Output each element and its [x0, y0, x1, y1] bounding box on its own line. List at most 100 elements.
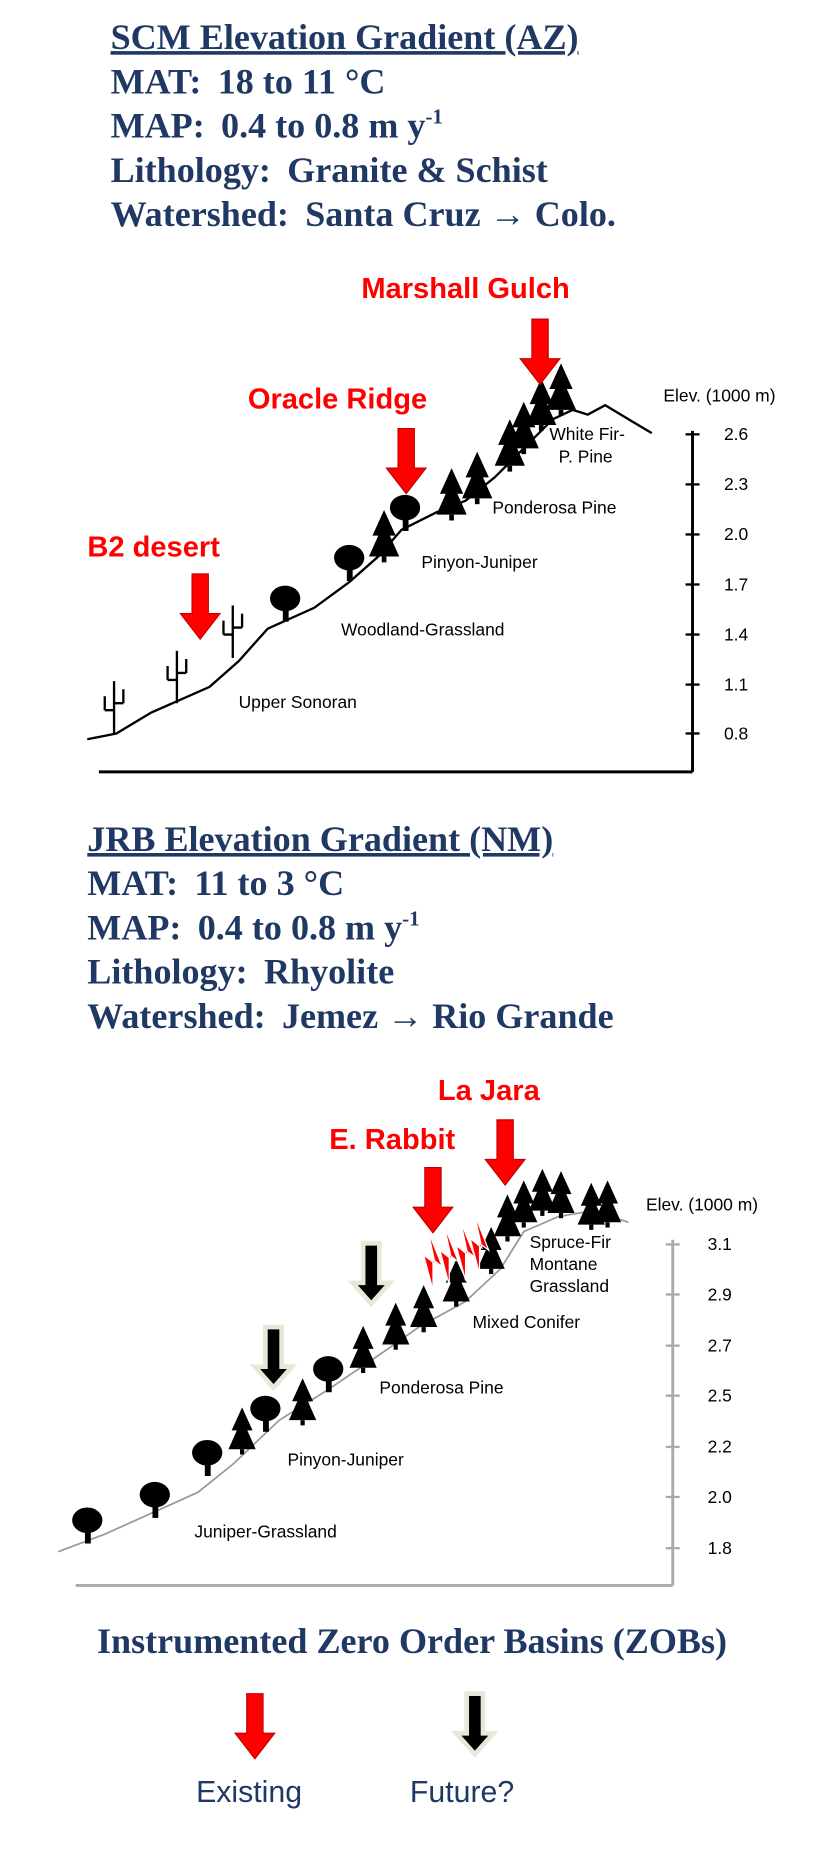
- section-title: SCM Elevation Gradient (AZ): [111, 17, 579, 57]
- disturbance: [469, 1215, 491, 1274]
- zone-label: Grassland: [530, 1276, 609, 1296]
- info-line: Watershed: Santa Cruz → Colo.: [111, 194, 616, 234]
- site-label: B2 desert: [87, 532, 220, 564]
- info-value: Santa Cruz → Colo.: [305, 194, 616, 234]
- juniper: [313, 1356, 344, 1393]
- terrain: [87, 403, 653, 741]
- elev-label: 3.1: [708, 1234, 732, 1254]
- info-value: 18 to 11 °C: [218, 61, 386, 101]
- site-label: Marshall Gulch: [361, 273, 569, 305]
- cactus: [222, 604, 244, 659]
- info-label: Watershed:: [87, 996, 265, 1036]
- info-line: MAP: 0.4 to 0.8 m y-1: [87, 907, 419, 948]
- info-value: Rhyolite: [264, 952, 394, 992]
- zone-label: White Fir-: [549, 424, 625, 444]
- info-value: 0.4 to 0.8 m y: [198, 907, 402, 947]
- zone-label: Juniper-Grassland: [194, 1522, 336, 1542]
- elev-label: 2.7: [708, 1335, 732, 1355]
- elev-label: 2.0: [708, 1487, 733, 1507]
- superscript: -1: [402, 907, 419, 931]
- info-label: MAP:: [111, 106, 205, 146]
- zone-label: Ponderosa Pine: [492, 497, 616, 517]
- info-value: Granite & Schist: [287, 150, 548, 190]
- site-label: E. Rabbit: [329, 1124, 455, 1156]
- juniper: [139, 1481, 170, 1518]
- juniper: [334, 544, 365, 581]
- axis-label: Elev. (1000 m): [663, 386, 775, 406]
- zone-label: Spruce-Fir: [530, 1232, 612, 1252]
- conifer: [349, 1325, 377, 1374]
- disturbance: [455, 1222, 477, 1281]
- conifer: [382, 1302, 410, 1350]
- elev-label: 2.6: [724, 424, 748, 444]
- elev-label: 2.5: [708, 1386, 732, 1406]
- elev-label: 2.0: [724, 524, 749, 544]
- existing-arrow: [385, 427, 427, 495]
- info-value: 0.4 to 0.8 m y: [221, 106, 425, 146]
- cactus: [166, 649, 188, 705]
- existing-arrow: [234, 1693, 276, 1760]
- juniper: [72, 1507, 103, 1544]
- info-value: Jemez → Rio Grande: [282, 996, 614, 1036]
- zone-label: Ponderosa Pine: [379, 1377, 503, 1397]
- info-value: 11 to 3 °C: [194, 863, 344, 903]
- legend-item: Existing: [196, 1776, 302, 1809]
- info-label: Watershed:: [111, 194, 289, 234]
- zone-label: Pinyon-Juniper: [421, 552, 538, 572]
- info-line: MAT: 11 to 3 °C: [87, 863, 344, 903]
- conifer: [436, 468, 467, 521]
- juniper: [250, 1395, 281, 1432]
- info-label: MAT:: [111, 61, 202, 101]
- conifer: [288, 1378, 317, 1426]
- info-line: MAP: 0.4 to 0.8 m y-1: [111, 105, 443, 146]
- zone-label: Woodland-Grassland: [341, 620, 505, 640]
- legend-title: Instrumented Zero Order Basins (ZOBs): [97, 1621, 727, 1661]
- zone-label: Montane: [530, 1254, 598, 1274]
- info-line: Lithology: Rhyolite: [87, 952, 394, 992]
- elev-label: 2.9: [708, 1284, 732, 1304]
- conifer: [547, 1171, 575, 1219]
- info-label: MAP:: [87, 907, 181, 947]
- elev-label: 1.1: [724, 674, 748, 694]
- info-line: MAT: 18 to 11 °C: [111, 61, 386, 101]
- axis-label: Elev. (1000 m): [646, 1195, 758, 1215]
- elev-label: 1.4: [724, 624, 749, 644]
- elev-label: 1.8: [708, 1538, 732, 1558]
- future-arrow: [255, 1327, 292, 1388]
- conifer: [577, 1182, 605, 1230]
- info-label: MAT:: [87, 863, 178, 903]
- conifer: [462, 451, 493, 505]
- legend-item: Future?: [410, 1776, 514, 1809]
- info-label: Lithology:: [111, 150, 271, 190]
- cactus: [103, 679, 125, 735]
- site-label: La Jara: [438, 1075, 541, 1107]
- existing-arrow: [412, 1167, 454, 1234]
- conifer: [228, 1407, 256, 1455]
- section-title: JRB Elevation Gradient (NM): [87, 819, 553, 859]
- conifer: [410, 1285, 438, 1333]
- elev-label: 2.3: [724, 474, 748, 494]
- info-line: Lithology: Granite & Schist: [111, 150, 548, 190]
- zone-label: Upper Sonoran: [239, 692, 357, 712]
- future-arrow: [456, 1694, 493, 1755]
- info-label: Lithology:: [87, 952, 247, 992]
- existing-arrow: [179, 573, 221, 640]
- disturbance: [438, 1226, 460, 1286]
- juniper: [192, 1439, 223, 1477]
- juniper: [389, 494, 421, 531]
- existing-arrow: [519, 318, 561, 385]
- future-arrow: [353, 1243, 390, 1304]
- elev-label: 1.7: [724, 574, 748, 594]
- existing-arrow: [484, 1119, 526, 1186]
- elev-label: 0.8: [724, 723, 748, 743]
- zone-label: P. Pine: [559, 446, 613, 466]
- info-line: Watershed: Jemez → Rio Grande: [87, 996, 613, 1036]
- zone-label: Mixed Conifer: [473, 1312, 581, 1332]
- elev-label: 2.2: [708, 1437, 732, 1457]
- superscript: -1: [425, 105, 442, 129]
- zone-label: Pinyon-Juniper: [287, 1450, 404, 1470]
- site-label: Oracle Ridge: [248, 384, 427, 416]
- disturbance: [422, 1231, 444, 1290]
